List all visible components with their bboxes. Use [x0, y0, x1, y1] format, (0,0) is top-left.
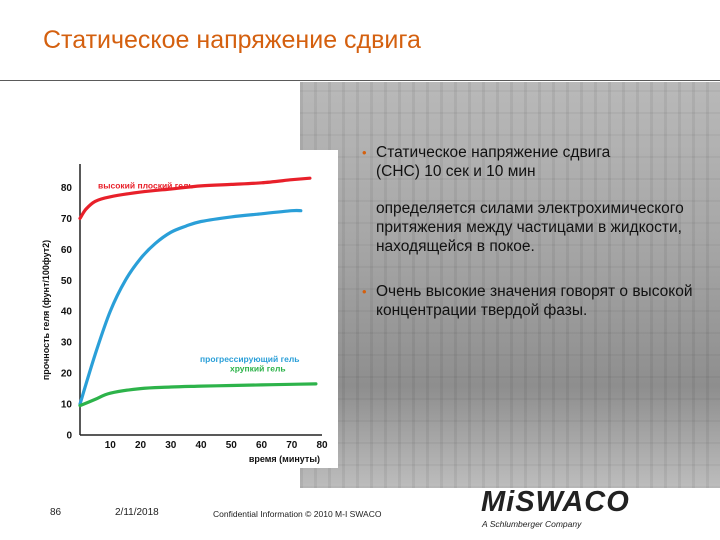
series-label-2: прогрессирующий гель: [200, 354, 300, 364]
x-tick-label-40: 40: [195, 440, 207, 451]
x-tick-label-20: 20: [135, 440, 147, 451]
page-title: Статическое напряжение сдвига: [43, 26, 421, 54]
x-tick-label-50: 50: [226, 440, 238, 451]
series-lines: [78, 176, 318, 408]
title-divider: [0, 80, 720, 81]
company-logo: MiSWACO A Schlumberger Company: [481, 486, 691, 534]
bullet-marker: •: [362, 145, 367, 160]
y-tick-label-60: 60: [61, 245, 73, 256]
y-tick-label-50: 50: [61, 276, 73, 287]
page-number: 86: [50, 507, 62, 518]
y-tick-label-0: 0: [66, 431, 72, 442]
bullet-item-sns: • Статическое напряжение сдвига (СНС) 10…: [362, 143, 702, 181]
gel-strength-chart: 0 10 20 30 40 50 60 70 80 10 20 30 40 50 60 70 80 высоки…: [41, 164, 328, 464]
series-labels: высокий плоский гель прогрессирующий гель…: [98, 180, 300, 373]
axes: [79, 164, 322, 436]
x-tick-label-80: 80: [316, 440, 328, 451]
series-label-3: хрупкий гель: [230, 364, 286, 374]
logo-wordmark: MiSWACO: [481, 486, 630, 518]
y-tick-label-30: 30: [61, 338, 73, 349]
footer-confidential: Confidential Information © 2010 M-I SWAC…: [213, 509, 382, 519]
x-tick-label-10: 10: [105, 440, 117, 451]
bullet-text-line2: (СНС) 10 сек и 10 мин: [376, 163, 536, 180]
bullet-list: • Статическое напряжение сдвига (СНС) 10…: [362, 143, 702, 320]
series-line-2: [78, 208, 303, 406]
bullet-marker: •: [362, 284, 367, 299]
tick-labels: 0 10 20 30 40 50 60 70 80 10 20 30 40 50 60 70 80: [61, 183, 328, 451]
bullet-text-line1: Статическое напряжение сдвига: [376, 144, 611, 161]
y-tick-label-70: 70: [61, 214, 73, 225]
x-tick-label-60: 60: [256, 440, 268, 451]
y-tick-label-10: 10: [61, 400, 73, 411]
x-axis-label: время (минуты): [249, 454, 320, 464]
y-axis-label: прочность геля (фунт/100фут2): [41, 240, 51, 380]
y-tick-label-20: 20: [61, 369, 73, 380]
bullet-item-high-values: • Очень высокие значения говорят о высок…: [362, 282, 702, 320]
bullet-text: Очень высокие значения говорят о высокой…: [376, 283, 693, 319]
x-tick-label-30: 30: [165, 440, 177, 451]
series-line-3: [78, 382, 318, 408]
background-photo: [300, 82, 720, 488]
logo-tagline: A Schlumberger Company: [482, 519, 582, 529]
gel-strength-chart-panel: 0 10 20 30 40 50 60 70 80 10 20 30 40 50 60 70 80 высоки…: [40, 150, 338, 468]
series-label-1: высокий плоский гель: [98, 180, 194, 190]
series-line-1: [78, 176, 312, 220]
footer-date: 2/11/2018: [115, 507, 159, 518]
y-tick-label-40: 40: [61, 307, 73, 318]
bullet-continuation: определяется силами электрохимического п…: [376, 200, 684, 255]
x-tick-label-70: 70: [286, 440, 298, 451]
y-tick-label-80: 80: [61, 183, 73, 194]
